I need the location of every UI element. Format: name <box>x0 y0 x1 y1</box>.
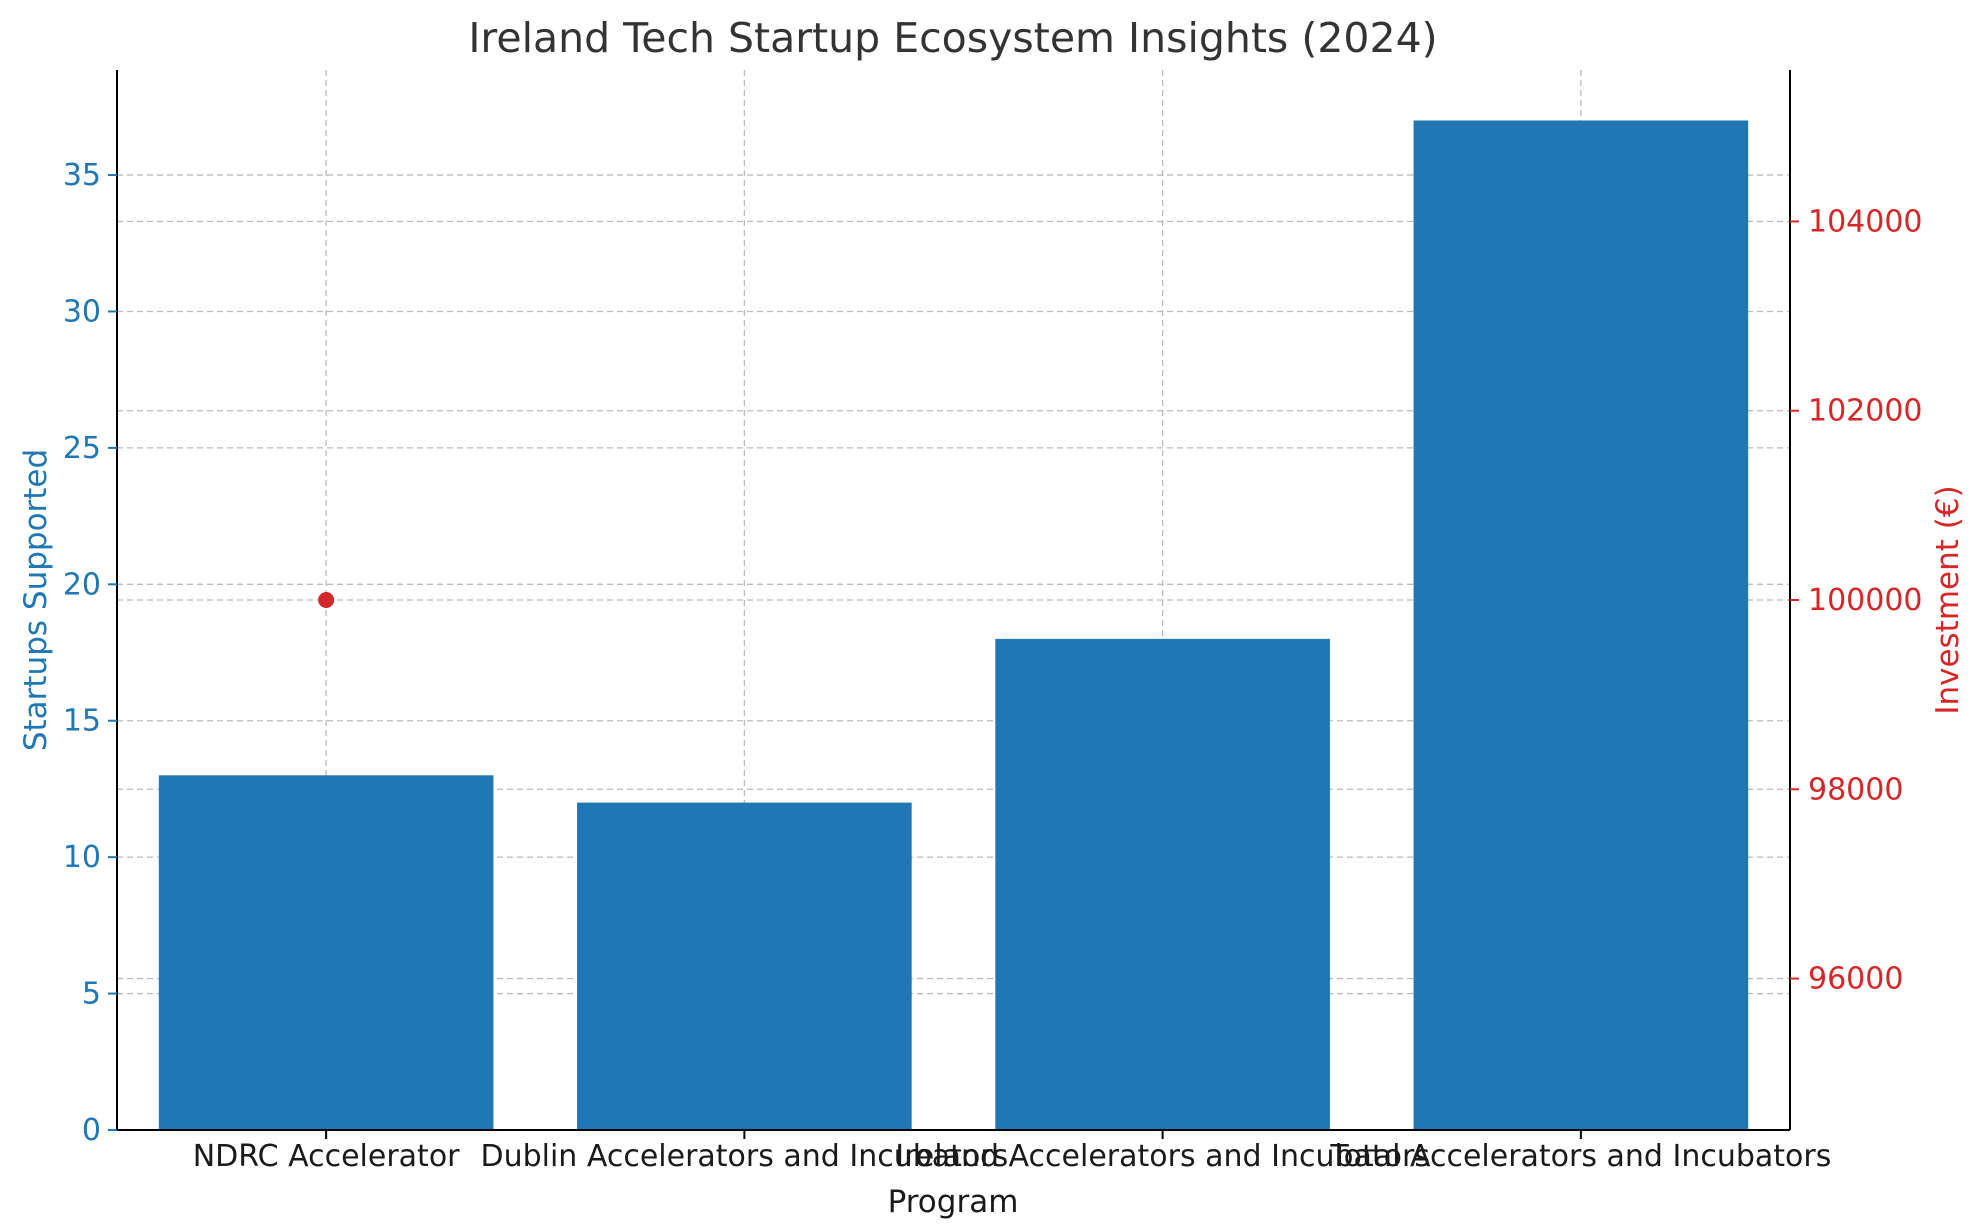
bar <box>995 638 1330 1130</box>
x-tick-label: Total Accelerators and Incubators <box>1329 1139 1831 1174</box>
y-axis-label: Startups Supported <box>18 449 54 751</box>
y2-tick-label: 100000 <box>1808 583 1923 618</box>
x-axis-label: Program <box>888 1184 1019 1220</box>
bar <box>1413 120 1749 1130</box>
y2-axis-label: Investment (€) <box>1930 485 1966 714</box>
y-tick-label: 35 <box>63 158 101 193</box>
x-tick-label: NDRC Accelerator <box>193 1139 460 1174</box>
bar <box>158 775 494 1130</box>
y-tick-label: 15 <box>63 704 101 739</box>
investment-point <box>318 592 335 608</box>
points-layer <box>318 592 335 608</box>
y2-tick-label: 98000 <box>1808 772 1903 807</box>
y2-tick-label: 102000 <box>1808 394 1923 429</box>
y-tick-label: 0 <box>82 1113 101 1148</box>
y-tick-label: 25 <box>63 431 101 466</box>
y-tick-label: 10 <box>63 840 101 875</box>
y2-tick-label: 96000 <box>1808 962 1903 997</box>
x-tick-label: Ireland Accelerators and Incubators <box>895 1139 1430 1174</box>
chart-title: Ireland Tech Startup Ecosystem Insights … <box>468 14 1437 62</box>
ticks-layer: 0 5 10 15 20 25 30 35 96000 98000 100000 102000 1040… <box>63 158 1923 1174</box>
y2-tick-label: 104000 <box>1808 204 1923 239</box>
bars-layer <box>158 120 1749 1130</box>
y-tick-label: 20 <box>63 567 101 602</box>
bar <box>577 802 912 1130</box>
x-tick-label: Dublin Accelerators and Incubators <box>480 1139 1008 1174</box>
y-tick-label: 30 <box>63 294 101 329</box>
y-tick-label: 5 <box>82 977 101 1012</box>
